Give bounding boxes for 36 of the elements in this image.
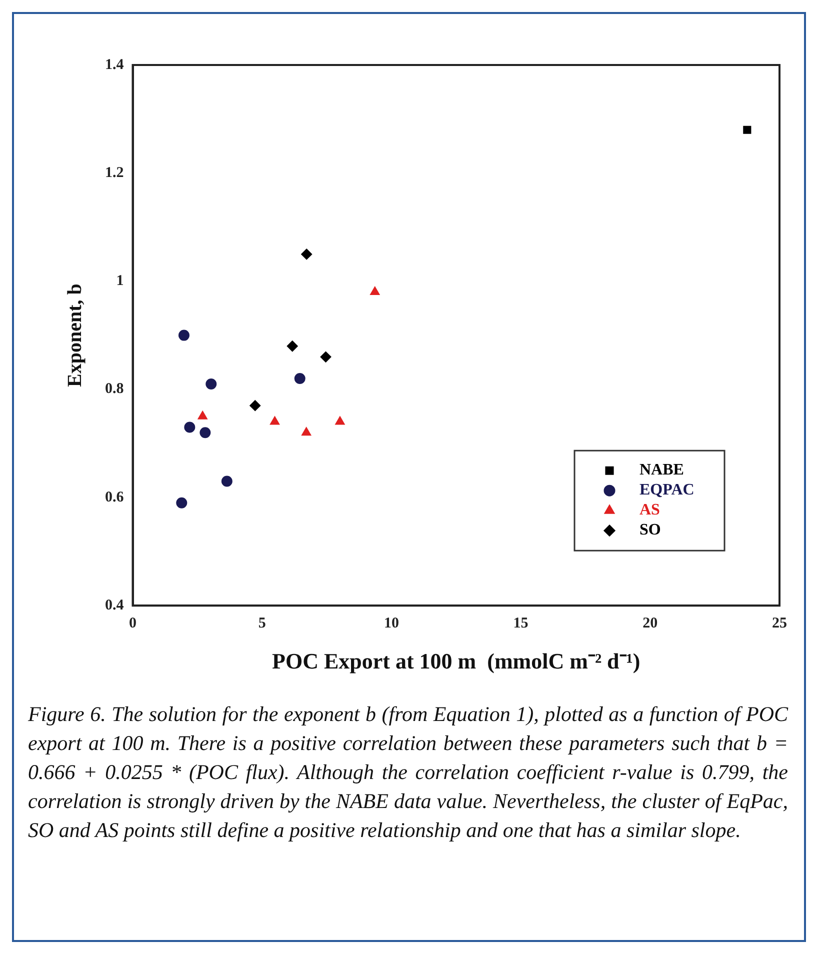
- point: [178, 330, 190, 341]
- caption: Figure 6. The solution for the exponent b (from Equation 1), plotted as a function of POC export at 100 m. There is a positive correlation between these parameters such that b = 0.666 + 0.0255 * (POC flux). Although the correlation coefficient r-value is 0.799, the correlation is strongly driven by the NABE data value. Nevertheless, the cluster of EqPac, SO and AS points still define a positive relationship and one that has a similar slope.: [28, 701, 788, 844]
- y-tick-label: 0.6: [105, 489, 124, 506]
- y-axis-title: Exponent, b: [64, 284, 86, 387]
- point: [320, 351, 332, 362]
- point: [301, 248, 312, 260]
- legend-label: AS: [640, 502, 660, 519]
- x-tick-label: 10: [384, 615, 399, 632]
- point: [184, 422, 196, 433]
- x-tick-label: 15: [513, 615, 528, 632]
- y-tick-label: 1.4: [105, 56, 124, 73]
- y-tick-label: 0.8: [105, 381, 124, 398]
- legend-label: EQPAC: [640, 482, 694, 499]
- point: [250, 400, 261, 412]
- point: [335, 416, 345, 425]
- point: [200, 427, 211, 438]
- point: [302, 427, 312, 436]
- y-tick-label: 1.2: [105, 164, 124, 181]
- point: [743, 126, 752, 134]
- legend-label: SO: [640, 522, 661, 539]
- point: [206, 378, 217, 390]
- point: [221, 476, 232, 487]
- point: [176, 497, 188, 508]
- legend-label: NABE: [640, 462, 684, 479]
- point: [270, 416, 280, 425]
- point: [370, 286, 380, 296]
- y-tick-label: 1: [116, 273, 124, 290]
- x-tick-label: 25: [772, 615, 787, 632]
- point: [294, 373, 306, 384]
- x-tick-label: 0: [129, 615, 136, 632]
- x-tick-label: 5: [258, 615, 266, 632]
- point: [286, 340, 298, 352]
- point: [198, 410, 208, 420]
- y-tick-label: 0.4: [105, 597, 124, 614]
- x-tick-label: 20: [642, 615, 658, 632]
- x-axis-title: POC Export at 100 m (mmolC m⁻² d⁻¹): [272, 648, 640, 674]
